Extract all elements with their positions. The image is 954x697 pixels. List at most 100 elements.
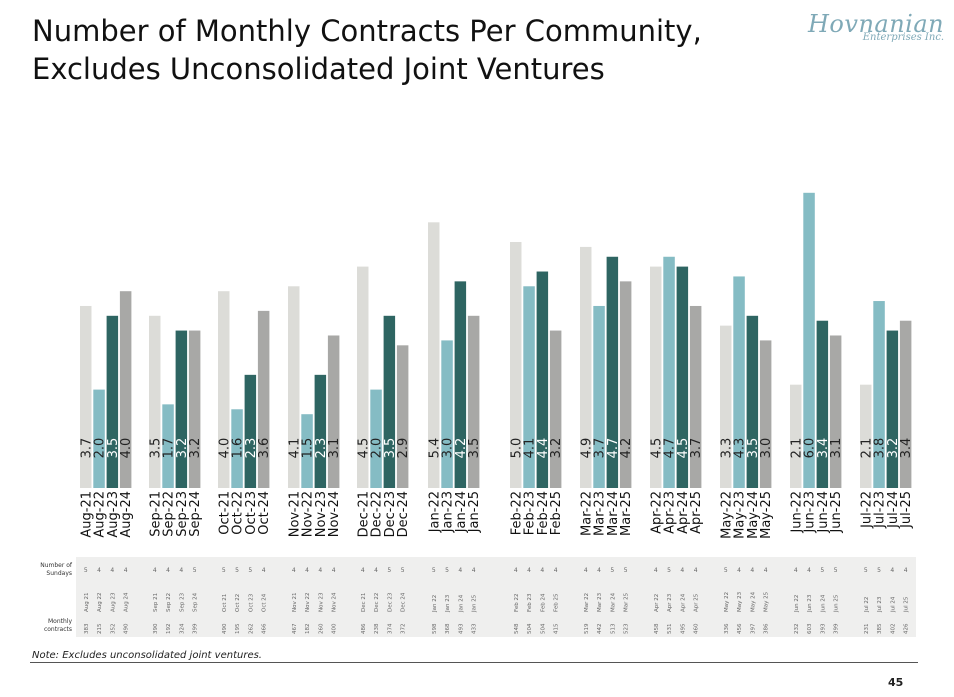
x-tick-label: Nov-22 bbox=[301, 491, 316, 537]
x-tick-label: May-23 bbox=[733, 491, 748, 539]
data-label: 4.1 bbox=[523, 438, 538, 459]
month-cell: Mar 23 bbox=[597, 592, 603, 612]
bar bbox=[301, 414, 313, 488]
data-label: 2.3 bbox=[244, 438, 259, 459]
x-tick-label: Mar-24 bbox=[606, 491, 621, 536]
data-label: 3.2 bbox=[549, 438, 564, 459]
data-label: 4.2 bbox=[619, 438, 634, 459]
data-label: 3.7 bbox=[79, 438, 94, 459]
x-tick-label: Jan-25 bbox=[467, 491, 482, 533]
data-label: 3.4 bbox=[816, 438, 831, 459]
contracts-cell: 399 bbox=[834, 623, 840, 634]
contracts-cell: 324 bbox=[179, 623, 185, 634]
x-tick-label: Nov-21 bbox=[287, 491, 302, 537]
contracts-cell: 195 bbox=[235, 623, 241, 634]
x-tick-label: Jul-25 bbox=[899, 491, 914, 529]
data-label: 2.1 bbox=[859, 438, 874, 459]
sundays-cell: 5 bbox=[864, 567, 868, 574]
x-tick-label: Dec-22 bbox=[370, 491, 385, 537]
bar bbox=[231, 409, 243, 488]
data-label: 2.9 bbox=[396, 438, 411, 459]
sundays-cell: 5 bbox=[401, 567, 405, 574]
data-label: 2.0 bbox=[93, 438, 108, 459]
bar bbox=[218, 291, 230, 488]
x-tick-label: Jan-24 bbox=[454, 491, 469, 533]
data-label: 3.3 bbox=[719, 438, 734, 459]
sundays-cell: 5 bbox=[193, 567, 197, 574]
month-cell: May 23 bbox=[737, 591, 743, 612]
bar bbox=[441, 340, 453, 488]
contracts-cell: 402 bbox=[890, 624, 896, 635]
contracts-cell: 504 bbox=[540, 623, 546, 634]
sundays-cell: 5 bbox=[820, 567, 824, 574]
month-cell: Oct 21 bbox=[222, 594, 228, 612]
data-label: 4.2 bbox=[454, 438, 469, 459]
data-label: 3.5 bbox=[467, 438, 482, 459]
contracts-cell: 603 bbox=[807, 623, 813, 634]
logo-name: Hovnanian bbox=[808, 10, 945, 38]
x-tick-label: Feb-25 bbox=[549, 491, 564, 535]
month-cell: Nov 22 bbox=[305, 593, 311, 612]
month-cell: Jan 23 bbox=[445, 594, 451, 613]
x-tick-label: Oct-23 bbox=[244, 491, 259, 535]
month-cell: Jul 24 bbox=[890, 596, 896, 613]
hovnanian-logo: Hovnanian Enterprises Inc. bbox=[808, 10, 944, 43]
bar bbox=[523, 286, 535, 488]
data-label: 3.0 bbox=[441, 438, 456, 459]
bar bbox=[288, 286, 300, 488]
data-label: 6.0 bbox=[803, 438, 818, 459]
x-tick-label: May-24 bbox=[746, 491, 761, 539]
month-cell: Jan 25 bbox=[472, 594, 478, 613]
bar bbox=[899, 320, 912, 488]
contracts-row-label: contracts bbox=[44, 626, 72, 633]
data-label: 3.5 bbox=[148, 438, 163, 459]
sundays-cell: 5 bbox=[235, 567, 239, 574]
sundays-cell: 4 bbox=[97, 567, 101, 574]
bar bbox=[886, 330, 899, 488]
bar bbox=[580, 246, 592, 488]
data-label: 4.5 bbox=[676, 438, 691, 459]
data-label: 4.1 bbox=[287, 438, 302, 459]
contracts-cell: 490 bbox=[222, 623, 228, 634]
month-cell: Sep 22 bbox=[166, 593, 172, 612]
sundays-cell: 5 bbox=[222, 567, 226, 574]
sundays-cell: 4 bbox=[750, 567, 754, 574]
sundays-cell: 5 bbox=[445, 567, 449, 574]
bar bbox=[244, 374, 257, 488]
month-cell: Oct 22 bbox=[235, 594, 241, 612]
bar bbox=[454, 281, 467, 488]
bar bbox=[873, 301, 885, 488]
bar bbox=[314, 374, 327, 488]
sundays-cell: 4 bbox=[458, 567, 462, 574]
sundays-cell: 4 bbox=[807, 567, 811, 574]
contracts-cell: 368 bbox=[445, 623, 451, 634]
data-label: 4.5 bbox=[649, 438, 664, 459]
month-cell: Jul 22 bbox=[864, 597, 870, 613]
month-cell: Feb 22 bbox=[514, 594, 520, 613]
footer-divider bbox=[30, 662, 918, 663]
x-tick-label: Jul-24 bbox=[886, 491, 901, 529]
bar bbox=[257, 310, 270, 488]
data-label: 4.0 bbox=[217, 438, 232, 459]
sundays-cell: 4 bbox=[597, 567, 601, 574]
sundays-cell: 4 bbox=[540, 567, 544, 574]
sundays-cell: 4 bbox=[292, 567, 296, 574]
bar bbox=[327, 335, 340, 488]
contracts-cell: 531 bbox=[667, 624, 673, 635]
bar bbox=[80, 305, 92, 488]
sundays-cell: 4 bbox=[110, 567, 114, 574]
x-tick-label: Oct-21 bbox=[217, 491, 232, 535]
contracts-cell: 456 bbox=[737, 623, 743, 634]
x-tick-label: Aug-21 bbox=[79, 491, 94, 538]
contracts-row-label: Monthly bbox=[48, 618, 72, 625]
month-cell: Jan 22 bbox=[432, 595, 438, 613]
sundays-cell: 4 bbox=[794, 567, 798, 574]
contracts-cell: 374 bbox=[387, 623, 393, 634]
data-label: 4.5 bbox=[356, 438, 371, 459]
bar bbox=[689, 305, 702, 488]
data-label: 4.7 bbox=[606, 438, 621, 459]
contracts-cell: 493 bbox=[458, 623, 464, 634]
contracts-cell: 442 bbox=[597, 624, 603, 635]
month-cell: Sep 24 bbox=[193, 592, 199, 612]
month-cell: Dec 24 bbox=[401, 592, 407, 612]
